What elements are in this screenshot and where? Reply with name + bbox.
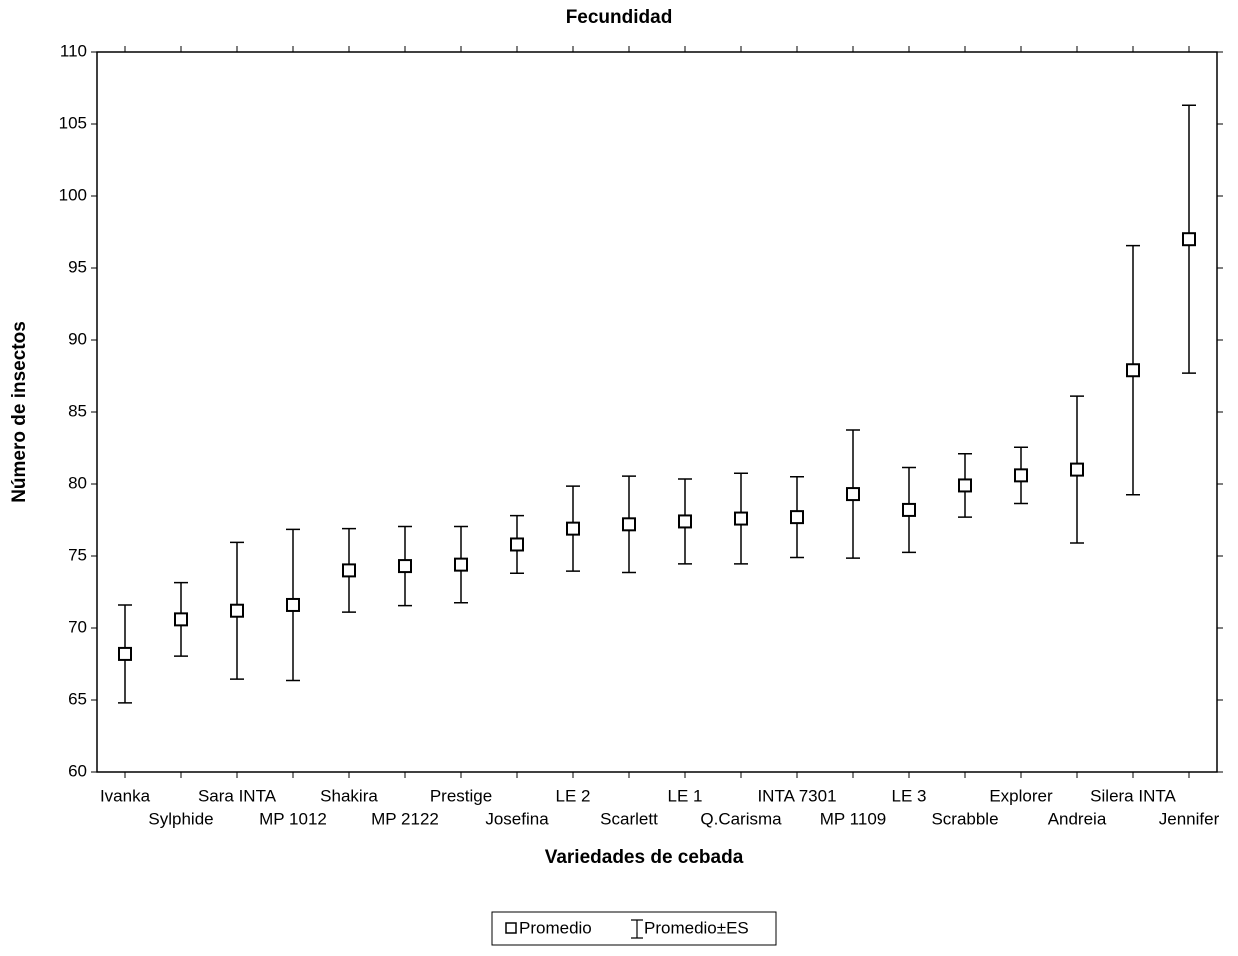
- y-tick-label: 95: [68, 257, 87, 276]
- x-tick-label: Andreia: [1048, 809, 1107, 828]
- mean-marker: [174, 612, 188, 627]
- mean-marker: [454, 557, 468, 572]
- x-tick-label: Prestige: [430, 786, 492, 805]
- x-tick-label: Shakira: [320, 786, 378, 805]
- plot-frame: [96, 51, 1218, 773]
- y-tick-label: 105: [59, 113, 87, 132]
- mean-marker: [1014, 468, 1028, 483]
- mean-marker: [790, 510, 804, 525]
- mean-marker: [622, 517, 636, 532]
- mean-marker: [1126, 363, 1140, 378]
- x-tick-label: Jennifer: [1159, 809, 1220, 828]
- mean-marker: [118, 646, 132, 661]
- mean-marker: [398, 559, 412, 574]
- mean-marker: [230, 603, 244, 618]
- x-tick-label: Sylphide: [148, 809, 213, 828]
- mean-marker: [958, 478, 972, 493]
- y-tick-label: 60: [68, 761, 87, 780]
- mean-marker: [1070, 462, 1084, 477]
- mean-marker: [846, 487, 860, 502]
- x-tick-label: Ivanka: [100, 786, 151, 805]
- x-tick-label: Silera INTA: [1090, 786, 1176, 805]
- x-tick-label: Q.Carisma: [700, 809, 782, 828]
- mean-marker: [1182, 232, 1196, 247]
- mean-marker: [678, 514, 692, 529]
- x-tick-label: LE 3: [892, 786, 927, 805]
- mean-marker: [510, 537, 524, 552]
- legend-marker: [505, 922, 517, 934]
- legend-box: [491, 911, 777, 946]
- mean-marker: [566, 521, 580, 536]
- x-tick-label: MP 2122: [371, 809, 439, 828]
- x-tick-label: INTA 7301: [757, 786, 836, 805]
- x-tick-label: Explorer: [989, 786, 1053, 805]
- x-tick-label: MP 1109: [820, 809, 886, 828]
- y-tick-label: 80: [68, 473, 87, 492]
- legend-errorbar: [631, 919, 643, 939]
- x-axis-label: Variedades de cebada: [545, 847, 744, 868]
- y-tick-label: 85: [68, 401, 87, 420]
- y-tick-label: 100: [59, 185, 87, 204]
- x-tick-label: Sara INTA: [198, 786, 277, 805]
- y-tick-label: 65: [68, 689, 87, 708]
- mean-marker: [734, 511, 748, 526]
- mean-marker: [902, 502, 916, 517]
- chart-title: Fecundidad: [566, 7, 673, 28]
- x-tick-label: LE 1: [668, 786, 703, 805]
- x-tick-label: MP 1012: [259, 809, 327, 828]
- y-tick-label: 75: [68, 545, 87, 564]
- y-tick-label: 70: [68, 617, 87, 636]
- x-tick-label: Josefina: [485, 809, 549, 828]
- legend-label: Promedio: [519, 918, 592, 937]
- y-axis-label: Número de insectos: [9, 321, 30, 503]
- y-tick-label: 110: [60, 41, 87, 60]
- mean-marker: [342, 563, 356, 578]
- x-tick-label: Scrabble: [931, 809, 998, 828]
- x-tick-label: LE 2: [556, 786, 591, 805]
- y-tick-label: 90: [68, 329, 87, 348]
- x-tick-label: Scarlett: [600, 809, 658, 828]
- mean-marker: [286, 597, 300, 612]
- legend-label: Promedio±ES: [644, 918, 749, 937]
